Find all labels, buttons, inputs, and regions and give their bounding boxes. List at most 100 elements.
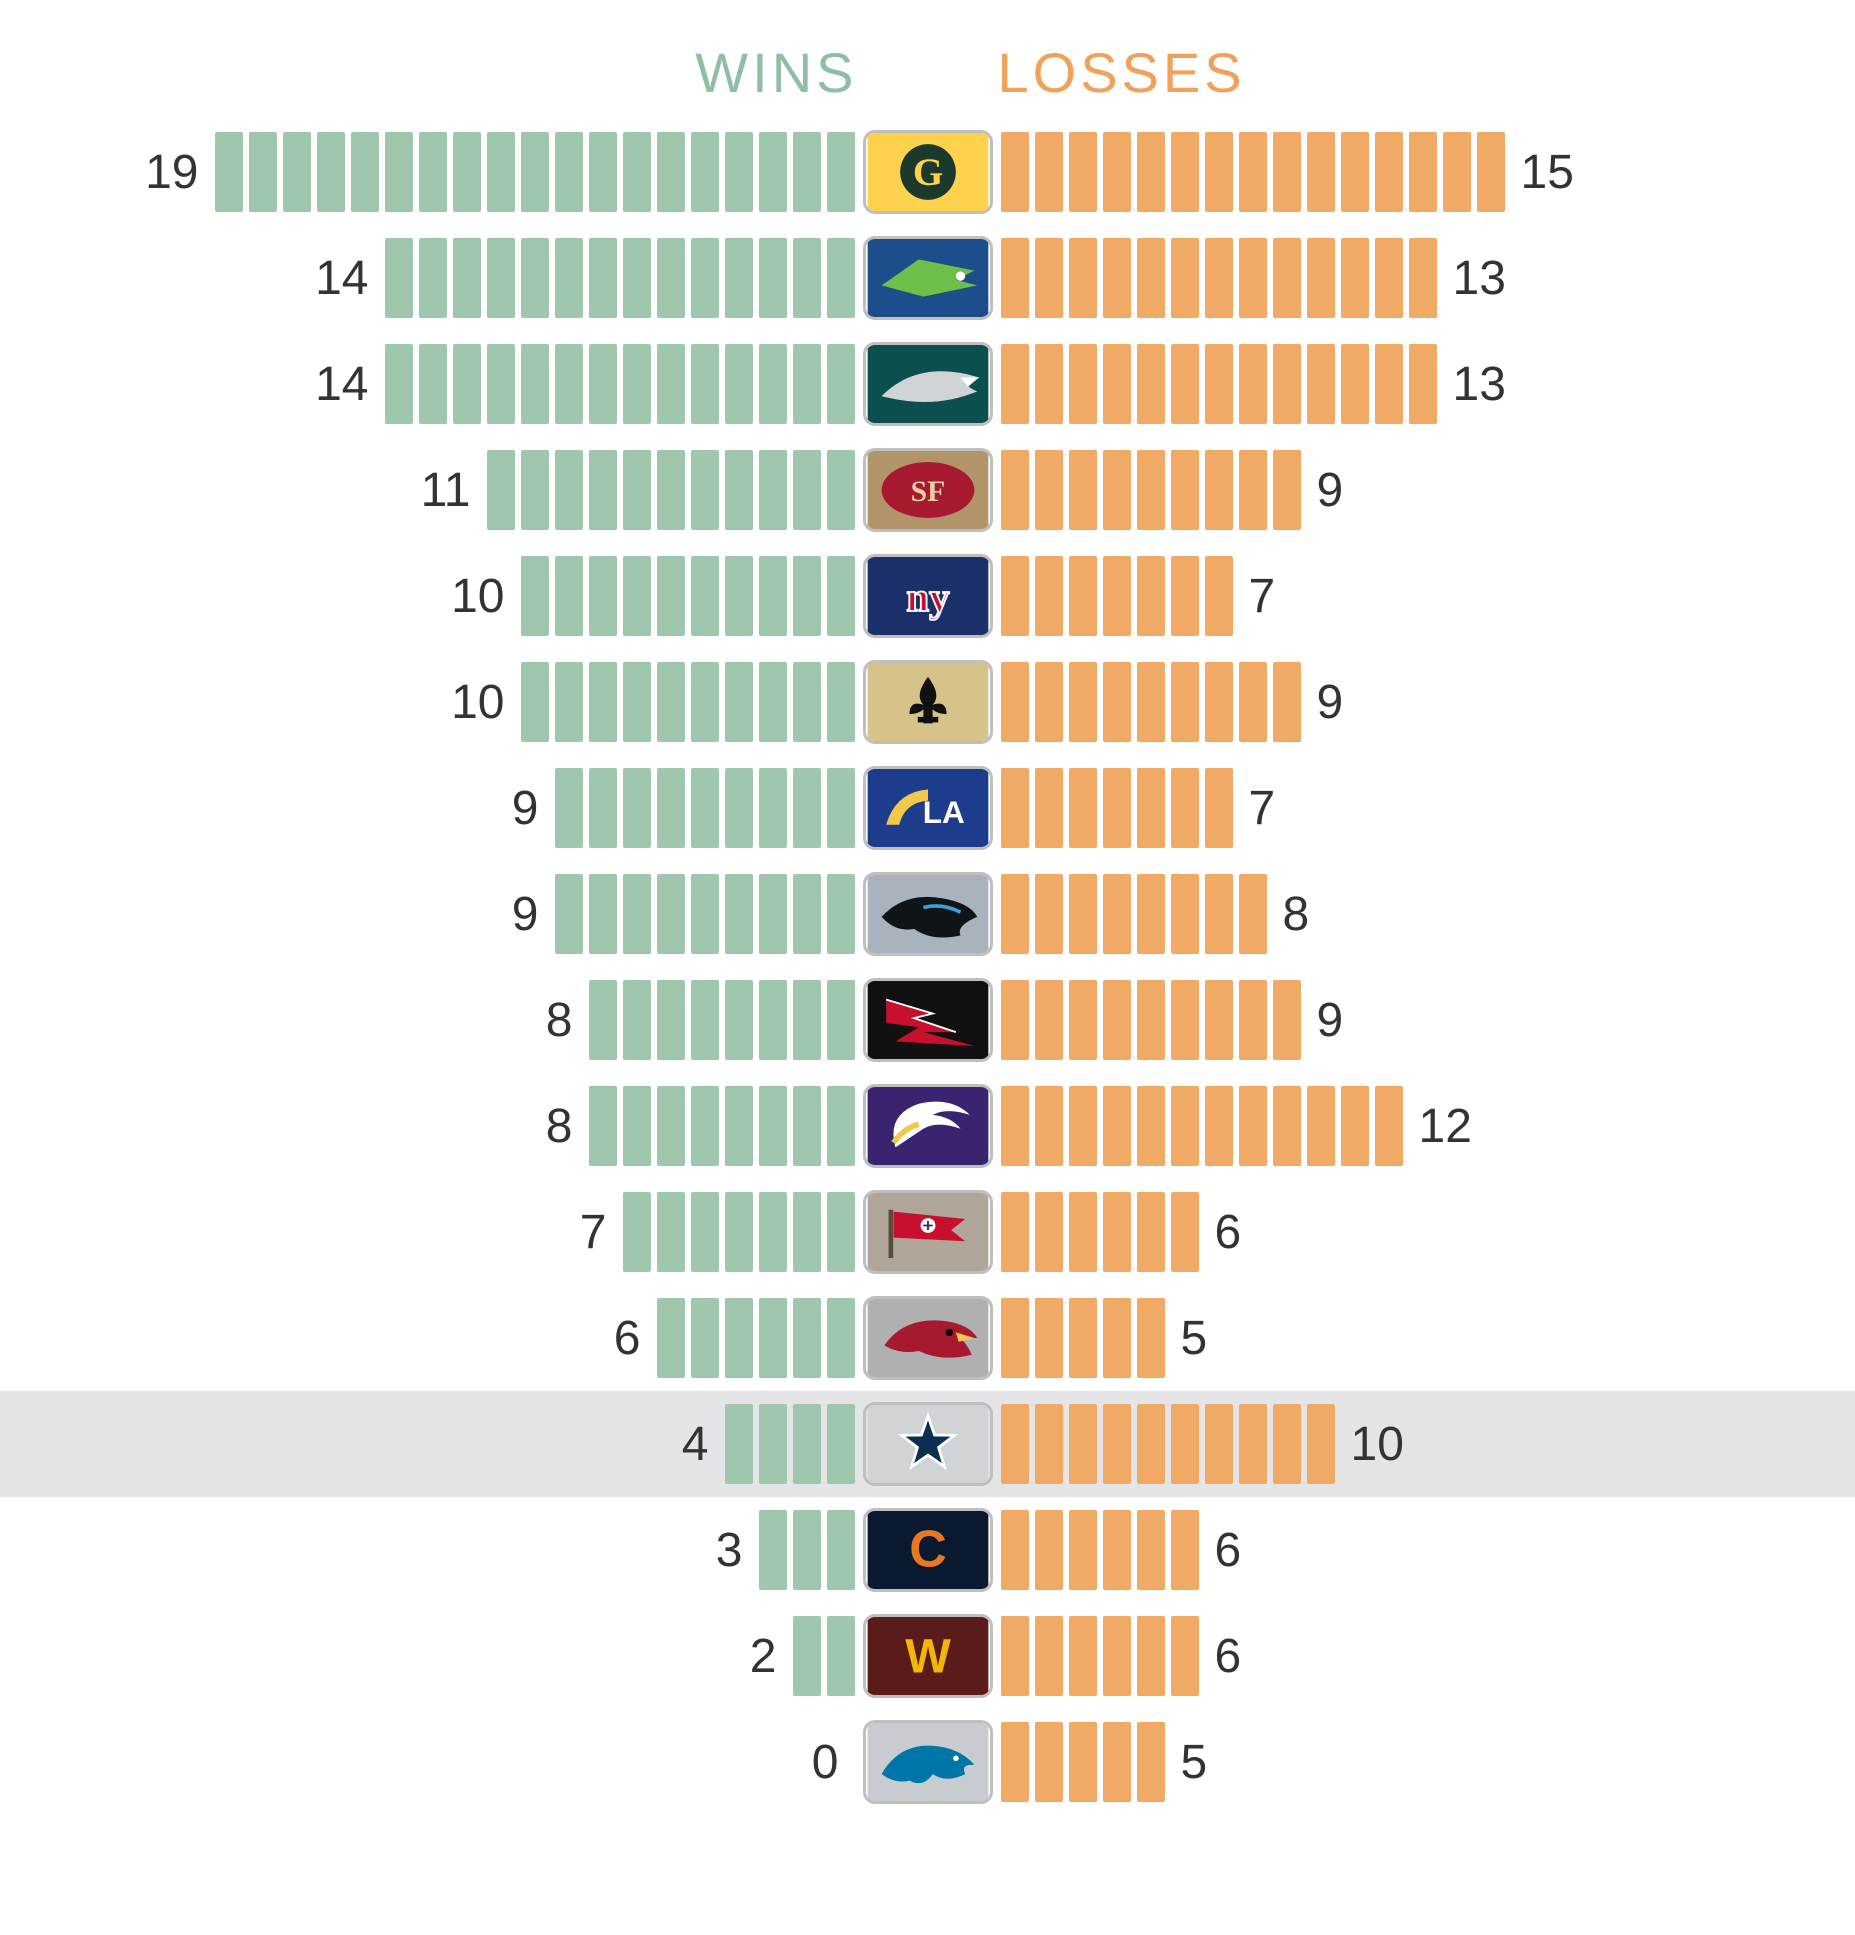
- loss-bar: [1001, 1722, 1029, 1802]
- win-bar: [657, 556, 685, 636]
- wins-side: 9: [35, 755, 855, 861]
- losses-side: 12: [1001, 1073, 1821, 1179]
- wins-count: 0: [763, 1735, 855, 1790]
- loss-bar: [1239, 1086, 1267, 1166]
- win-bar: [827, 1616, 855, 1696]
- loss-bar: [1035, 556, 1063, 636]
- losses-count: 9: [1301, 463, 1393, 518]
- wins-bars: [487, 450, 855, 530]
- win-bar: [759, 768, 787, 848]
- wins-count: 9: [463, 781, 555, 836]
- losses-bars: [1001, 874, 1267, 954]
- loss-bar: [1035, 1404, 1063, 1484]
- loss-bar: [1205, 238, 1233, 318]
- win-bar: [555, 132, 583, 212]
- wins-bars: [793, 1616, 855, 1696]
- wins-count: 3: [667, 1523, 759, 1578]
- wins-bars: [215, 132, 855, 212]
- wins-count: 4: [633, 1417, 725, 1472]
- loss-bar: [1409, 344, 1437, 424]
- loss-bar: [1307, 1404, 1335, 1484]
- svg-text:C: C: [909, 1521, 947, 1579]
- loss-bar: [1035, 1510, 1063, 1590]
- loss-bar: [1273, 344, 1301, 424]
- win-bar: [691, 980, 719, 1060]
- loss-bar: [1273, 1404, 1301, 1484]
- losses-bars: [1001, 1404, 1335, 1484]
- team-row-seahawks: 14 13: [0, 225, 1855, 331]
- wins-count: 8: [497, 993, 589, 1048]
- vikings-logo-icon: [863, 1084, 993, 1168]
- win-bar: [827, 450, 855, 530]
- win-bar: [521, 450, 549, 530]
- wins-bars: [521, 662, 855, 742]
- wins-side: 0: [35, 1709, 855, 1815]
- losses-count: 6: [1199, 1205, 1291, 1260]
- loss-bar: [1239, 450, 1267, 530]
- loss-bar: [1137, 1404, 1165, 1484]
- losses-side: 6: [1001, 1603, 1821, 1709]
- loss-bar: [1069, 662, 1097, 742]
- loss-bar: [1205, 662, 1233, 742]
- win-bar: [657, 450, 685, 530]
- loss-bar: [1137, 1510, 1165, 1590]
- team-row-buccaneers: 7 6: [0, 1179, 1855, 1285]
- win-bar: [793, 662, 821, 742]
- team-row-cowboys: 4 10: [0, 1391, 1855, 1497]
- win-bar: [827, 1298, 855, 1378]
- svg-text:W: W: [905, 1630, 951, 1684]
- loss-bar: [1069, 344, 1097, 424]
- loss-bar: [1137, 662, 1165, 742]
- win-bar: [521, 132, 549, 212]
- team-row-panthers: 9 8: [0, 861, 1855, 967]
- team-row-giants: 10 ny ny ny 7: [0, 543, 1855, 649]
- loss-bar: [1137, 344, 1165, 424]
- win-bar: [725, 1404, 753, 1484]
- loss-bar: [1001, 768, 1029, 848]
- loss-bar: [1273, 238, 1301, 318]
- loss-bar: [1069, 980, 1097, 1060]
- loss-bar: [1035, 662, 1063, 742]
- loss-bar: [1001, 1404, 1029, 1484]
- win-bar: [487, 344, 515, 424]
- loss-bar: [1137, 450, 1165, 530]
- loss-bar: [1001, 556, 1029, 636]
- cardinals-logo-icon: [863, 1296, 993, 1380]
- win-bar: [623, 238, 651, 318]
- wins-count: 9: [463, 887, 555, 942]
- loss-bar: [1035, 238, 1063, 318]
- wins-side: 8: [35, 1073, 855, 1179]
- panthers-logo-icon: [863, 872, 993, 956]
- win-bar: [759, 980, 787, 1060]
- loss-bar: [1001, 450, 1029, 530]
- rams-logo-icon: LA: [863, 766, 993, 850]
- loss-bar: [1205, 1404, 1233, 1484]
- team-row-packers: 19 G 15: [0, 119, 1855, 225]
- loss-bar: [1307, 132, 1335, 212]
- win-bar: [521, 556, 549, 636]
- win-bar: [793, 556, 821, 636]
- seahawks-logo-icon: [863, 236, 993, 320]
- win-bar: [793, 132, 821, 212]
- win-bar: [657, 344, 685, 424]
- loss-bar: [1035, 1086, 1063, 1166]
- wins-count: 7: [531, 1205, 623, 1260]
- loss-bar: [1103, 1722, 1131, 1802]
- loss-bar: [1171, 450, 1199, 530]
- win-bar: [419, 344, 447, 424]
- win-bar: [589, 1086, 617, 1166]
- win-bar: [487, 450, 515, 530]
- loss-bar: [1001, 1616, 1029, 1696]
- loss-bar: [1171, 132, 1199, 212]
- loss-bar: [1273, 662, 1301, 742]
- win-bar: [759, 1298, 787, 1378]
- loss-bar: [1307, 238, 1335, 318]
- loss-bar: [1103, 1086, 1131, 1166]
- losses-bars: [1001, 1616, 1199, 1696]
- losses-side: 13: [1001, 331, 1821, 437]
- wins-losses-chart: WINS LOSSES 19 G 1514 1314 1311: [0, 0, 1855, 1935]
- loss-bar: [1239, 132, 1267, 212]
- losses-count: 5: [1165, 1311, 1257, 1366]
- win-bar: [623, 450, 651, 530]
- loss-bar: [1103, 556, 1131, 636]
